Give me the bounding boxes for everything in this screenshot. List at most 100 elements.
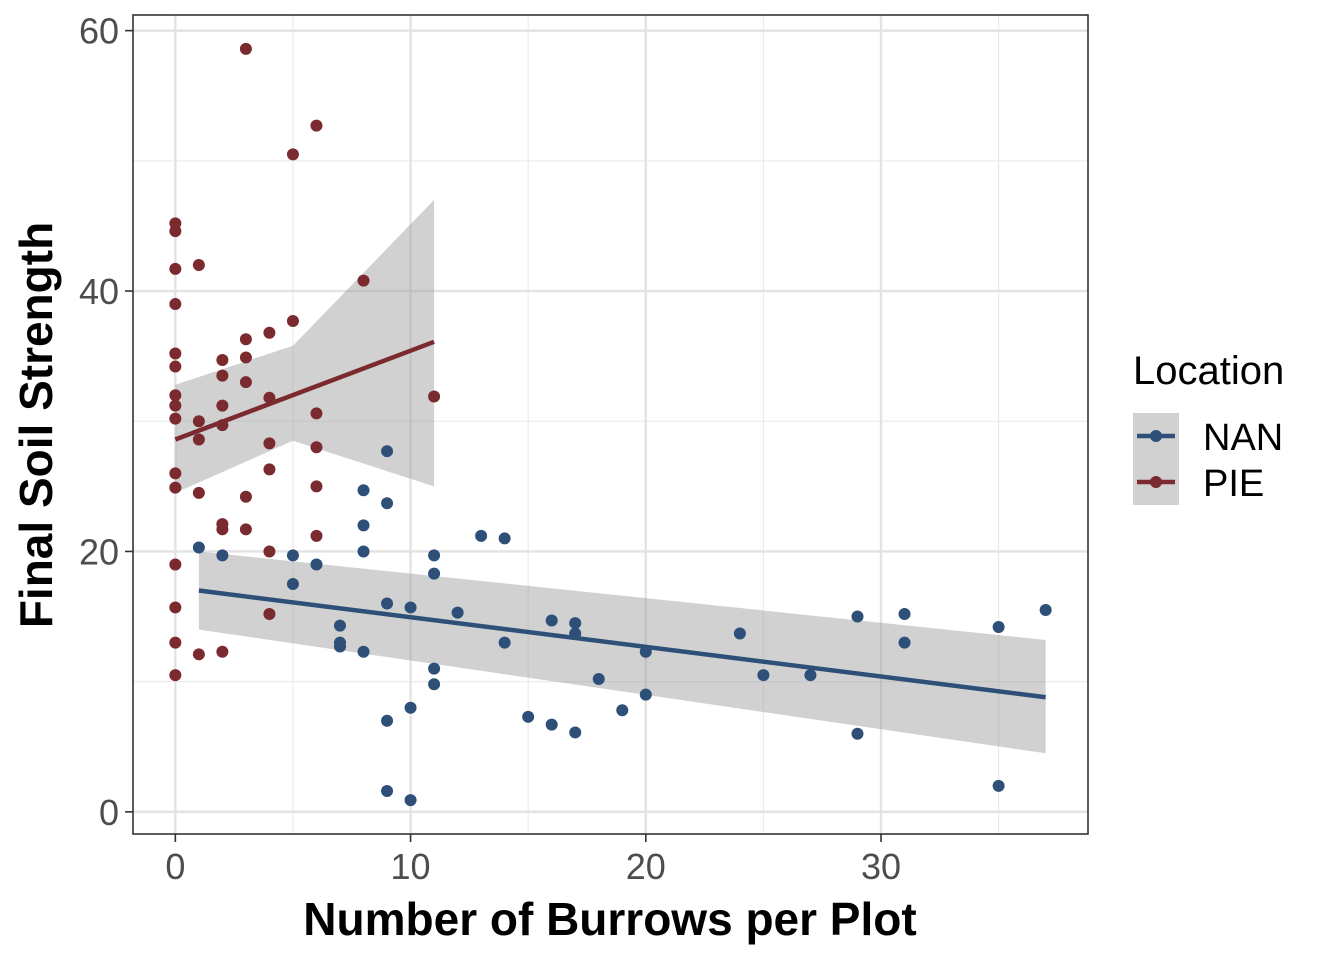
data-point-nan bbox=[992, 779, 1005, 792]
data-point-pie bbox=[239, 490, 252, 503]
data-point-nan bbox=[216, 549, 229, 562]
data-point-pie bbox=[310, 119, 323, 132]
data-point-pie bbox=[169, 389, 182, 402]
data-point-pie bbox=[216, 523, 229, 536]
data-point-nan bbox=[381, 597, 394, 610]
data-point-nan bbox=[381, 497, 394, 510]
data-point-nan bbox=[404, 794, 417, 807]
data-point-nan bbox=[992, 620, 1005, 633]
data-point-nan bbox=[333, 619, 346, 632]
data-point-pie bbox=[286, 314, 299, 327]
data-point-pie bbox=[239, 523, 252, 536]
data-point-pie bbox=[239, 376, 252, 389]
data-point-nan bbox=[428, 662, 441, 675]
data-point-pie bbox=[216, 399, 229, 412]
data-point-nan bbox=[592, 673, 605, 686]
data-point-nan bbox=[804, 669, 817, 682]
y-tick-label: 40 bbox=[79, 271, 119, 312]
data-point-pie bbox=[169, 347, 182, 360]
x-tick-label: 10 bbox=[391, 846, 431, 887]
data-point-nan bbox=[381, 714, 394, 727]
data-point-nan bbox=[498, 636, 511, 649]
data-point-nan bbox=[428, 549, 441, 562]
data-point-nan bbox=[357, 484, 370, 497]
data-point-nan bbox=[357, 519, 370, 532]
y-tick-label: 0 bbox=[99, 792, 119, 833]
plot-border bbox=[132, 14, 1089, 835]
data-point-pie bbox=[169, 225, 182, 238]
data-point-pie bbox=[216, 354, 229, 367]
data-point-pie bbox=[239, 333, 252, 346]
legend-key-point bbox=[1150, 476, 1162, 488]
data-point-nan bbox=[428, 567, 441, 580]
data-point-nan bbox=[898, 636, 911, 649]
y-axis-ticks: 0 20 40 60 bbox=[79, 11, 133, 833]
data-point-pie bbox=[310, 441, 323, 454]
ci-band-pie bbox=[175, 199, 435, 493]
data-point-pie bbox=[169, 669, 182, 682]
data-point-nan bbox=[381, 445, 394, 458]
x-axis-ticks: 0 10 20 30 bbox=[165, 834, 901, 887]
data-point-nan bbox=[498, 532, 511, 545]
data-point-pie bbox=[428, 390, 441, 403]
data-point-nan bbox=[451, 606, 464, 619]
data-point-nan bbox=[428, 678, 441, 691]
trend-line-pie bbox=[174, 339, 435, 442]
data-point-nan bbox=[1039, 604, 1052, 617]
data-point-pie bbox=[310, 529, 323, 542]
data-point-pie bbox=[169, 636, 182, 649]
legend-key-point bbox=[1150, 430, 1162, 442]
data-point-pie bbox=[192, 648, 205, 661]
y-axis-title: Final Soil Strength bbox=[10, 222, 62, 628]
data-point-nan bbox=[733, 627, 746, 640]
data-point-nan bbox=[851, 727, 864, 740]
data-point-nan bbox=[522, 710, 535, 723]
x-axis-title: Number of Burrows per Plot bbox=[303, 893, 916, 945]
data-point-pie bbox=[263, 326, 276, 339]
data-point-nan bbox=[851, 610, 864, 623]
data-point-pie bbox=[192, 258, 205, 271]
data-point-nan bbox=[898, 607, 911, 620]
data-point-pie bbox=[169, 399, 182, 412]
data-point-pie bbox=[263, 437, 276, 450]
x-tick-label: 20 bbox=[626, 846, 666, 887]
data-point-nan bbox=[545, 614, 558, 627]
data-point-pie bbox=[169, 558, 182, 571]
data-point-pie bbox=[169, 360, 182, 373]
x-tick-label: 30 bbox=[861, 846, 901, 887]
data-point-nan bbox=[310, 558, 323, 571]
data-point-nan bbox=[286, 549, 299, 562]
data-point-nan bbox=[404, 701, 417, 714]
data-point-pie bbox=[263, 463, 276, 476]
data-point-pie bbox=[169, 262, 182, 275]
data-point-pie bbox=[192, 415, 205, 428]
data-point-pie bbox=[310, 480, 323, 493]
data-point-pie bbox=[239, 351, 252, 364]
y-tick-label: 20 bbox=[79, 531, 119, 572]
data-point-pie bbox=[192, 486, 205, 499]
data-point-pie bbox=[357, 274, 370, 287]
trend-line-nan bbox=[198, 588, 1046, 700]
data-point-pie bbox=[169, 481, 182, 494]
data-point-nan bbox=[569, 617, 582, 630]
data-point-nan bbox=[333, 640, 346, 653]
data-point-pie bbox=[169, 298, 182, 311]
data-point-nan bbox=[192, 541, 205, 554]
data-point-pie bbox=[192, 433, 205, 446]
data-point-pie bbox=[263, 545, 276, 558]
data-point-pie bbox=[263, 607, 276, 620]
data-point-nan bbox=[381, 785, 394, 798]
legend-label-nan: NAN bbox=[1203, 417, 1283, 459]
data-point-nan bbox=[404, 601, 417, 614]
data-point-nan bbox=[286, 578, 299, 591]
data-point-nan bbox=[616, 704, 629, 717]
data-point-nan bbox=[757, 669, 770, 682]
data-point-pie bbox=[169, 467, 182, 480]
data-point-nan bbox=[475, 529, 488, 542]
x-tick-label: 0 bbox=[165, 846, 185, 887]
data-points bbox=[169, 42, 1052, 807]
y-tick-label: 60 bbox=[79, 11, 119, 52]
data-point-pie bbox=[310, 407, 323, 420]
